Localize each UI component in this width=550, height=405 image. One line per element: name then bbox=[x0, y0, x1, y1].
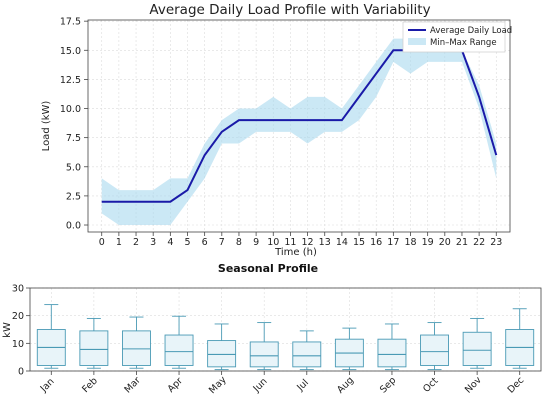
top-x-tick-label: 12 bbox=[302, 237, 314, 248]
top-x-tick-label: 23 bbox=[490, 237, 502, 248]
top-y-tick-label: 5.0 bbox=[66, 162, 81, 173]
top-x-tick-label: 6 bbox=[202, 237, 208, 248]
top-x-tick-label: 17 bbox=[387, 237, 399, 248]
bottom-y-ticks: 0 10 20 30 bbox=[12, 284, 30, 378]
top-y-tick-label: 10.0 bbox=[60, 104, 81, 115]
top-y-axis-title: Load (kW) bbox=[41, 101, 52, 152]
top-y-tick-label: 7.5 bbox=[66, 133, 81, 144]
bottom-y-tick-label: 30 bbox=[12, 284, 24, 295]
box-iqr-may bbox=[207, 340, 237, 368]
bottom-x-tick-label: May bbox=[207, 374, 229, 396]
bottom-x-tick-label: Sep bbox=[378, 375, 398, 395]
top-x-tick-label: 3 bbox=[150, 237, 156, 248]
box-iqr-nov bbox=[462, 331, 492, 366]
legend-average-load-label: Average Daily Load bbox=[430, 26, 512, 36]
bottom-chart-frame bbox=[29, 287, 542, 372]
top-x-tick-label: 19 bbox=[422, 237, 434, 248]
top-y-tick-label: 12.5 bbox=[60, 75, 81, 86]
legend-box bbox=[402, 21, 506, 53]
bottom-y-tick-label: 10 bbox=[12, 339, 24, 350]
bottom-x-tick-label: Nov bbox=[463, 375, 484, 396]
top-x-tick-label: 1 bbox=[116, 237, 122, 248]
top-y-tick-label: 0.0 bbox=[66, 221, 81, 232]
bottom-x-tick-label: Apr bbox=[166, 375, 185, 394]
legend-range-label: Min–Max Range bbox=[430, 38, 497, 48]
top-x-tick-label: 0 bbox=[99, 237, 105, 248]
top-x-tick-label: 11 bbox=[284, 237, 296, 248]
bottom-x-tick-label: Oct bbox=[421, 375, 441, 395]
bottom-y-tick-label: 20 bbox=[12, 311, 24, 322]
min-max-range-band bbox=[101, 38, 497, 226]
top-x-tick-label: 9 bbox=[253, 237, 259, 248]
top-x-tick-label: 5 bbox=[184, 237, 190, 248]
bottom-x-tick-label: Jun bbox=[251, 376, 270, 395]
top-y-tick-label: 15.0 bbox=[60, 46, 81, 57]
bottom-y-tick-label: 0 bbox=[18, 367, 24, 378]
bottom-x-tick-label: Mar bbox=[122, 375, 143, 396]
bottom-x-tick-label: Feb bbox=[80, 375, 100, 395]
top-x-tick-label: 10 bbox=[267, 237, 279, 248]
top-y-tick-label: 17.5 bbox=[60, 17, 81, 28]
bottom-x-ticks: Jan Feb Mar Apr May Jun Jul Aug Sep Oct Nov Dec bbox=[38, 371, 527, 396]
top-x-tick-label: 15 bbox=[353, 237, 365, 248]
bottom-x-tick-label: Jan bbox=[38, 376, 57, 395]
top-y-ticks: 0.0 2.5 5.0 7.5 10.0 12.5 15.0 17.5 bbox=[60, 17, 88, 232]
top-y-tick-label: 2.5 bbox=[66, 191, 81, 202]
bottom-x-tick-label: Jul bbox=[294, 377, 311, 394]
top-x-tick-label: 22 bbox=[473, 237, 485, 248]
top-x-axis-title: Time (h) bbox=[274, 247, 317, 258]
top-x-tick-label: 7 bbox=[219, 237, 225, 248]
top-x-tick-label: 16 bbox=[370, 237, 382, 248]
top-chart-frame bbox=[87, 19, 511, 233]
top-x-tick-label: 4 bbox=[167, 237, 173, 248]
legend-range-swatch bbox=[408, 38, 426, 45]
bottom-chart-title: Seasonal Profile bbox=[218, 262, 318, 275]
legend: Average Daily Load Min–Max Range bbox=[402, 21, 512, 53]
top-x-ticks: 0 1 2 3 4 5 6 7 8 9 10 11 12 13 14 15 16 17 18 19 20 21 22 23 bbox=[99, 232, 502, 248]
bottom-x-tick-label: Dec bbox=[506, 375, 527, 396]
top-x-tick-label: 20 bbox=[439, 237, 451, 248]
box-plots bbox=[36, 304, 535, 371]
box-iqr-sep bbox=[377, 338, 407, 368]
top-x-tick-label: 2 bbox=[133, 237, 139, 248]
box-iqr-oct bbox=[420, 334, 449, 366]
top-x-tick-label: 13 bbox=[319, 237, 331, 248]
top-x-tick-label: 8 bbox=[236, 237, 242, 248]
top-x-tick-label: 21 bbox=[456, 237, 468, 248]
box-iqr-jul bbox=[292, 341, 322, 368]
top-x-tick-label: 18 bbox=[404, 237, 416, 248]
bottom-y-axis-title: kW bbox=[2, 322, 13, 338]
box-iqr-apr bbox=[164, 334, 194, 366]
box-iqr-jun bbox=[249, 341, 279, 368]
top-chart-title: Average Daily Load Profile with Variabil… bbox=[149, 2, 430, 18]
box-iqr-feb bbox=[79, 330, 109, 366]
box-iqr-mar bbox=[122, 330, 151, 366]
top-x-tick-label: 14 bbox=[336, 237, 348, 248]
bottom-x-tick-label: Aug bbox=[335, 375, 356, 396]
